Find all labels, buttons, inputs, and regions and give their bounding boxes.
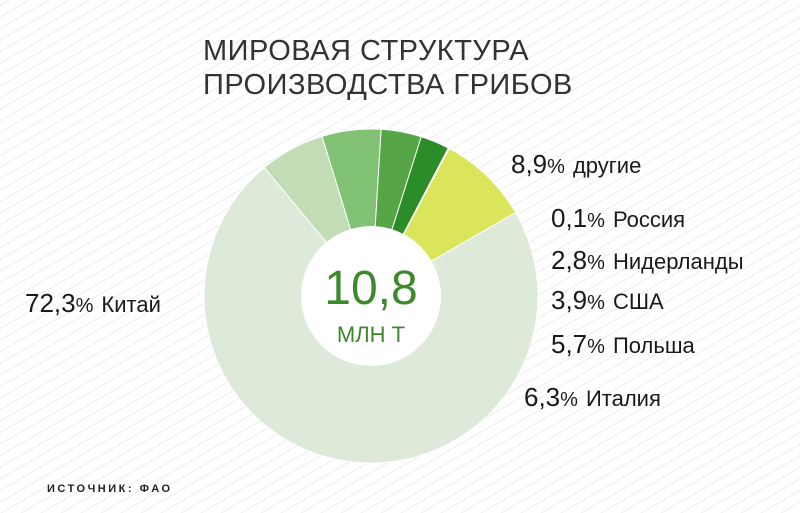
percent-sign: % <box>587 210 605 232</box>
donut-hole <box>301 226 441 366</box>
slice-label-другие: 8,9% другие <box>511 149 641 179</box>
slice-name: Китай <box>101 292 160 317</box>
source-note: ИСТОЧНИК: ФАО <box>47 483 173 495</box>
center-total-unit: МЛН Т <box>337 322 405 347</box>
slice-label-сша: 3,9% США <box>551 285 664 315</box>
slice-label-италия: 6,3% Италия <box>524 382 661 412</box>
slice-name: другие <box>573 153 641 178</box>
percent-sign: % <box>547 156 565 178</box>
center-total-value: 10,8 <box>324 262 417 315</box>
slice-value: 6,3 <box>524 382 560 412</box>
slice-label-польша: 5,7% Польша <box>551 329 695 359</box>
percent-sign: % <box>76 295 94 317</box>
slice-name: Польша <box>613 333 696 358</box>
slice-label-китай: 72,3% Китай <box>25 288 161 318</box>
slice-value: 2,8 <box>551 245 587 275</box>
slice-value: 3,9 <box>551 285 587 315</box>
slice-labels: 72,3% Китай 6,3% Италия 5,7% Польша 3,9% США 2,8… <box>25 149 744 412</box>
slice-value: 5,7 <box>551 329 587 359</box>
slice-name: США <box>613 289 664 314</box>
percent-sign: % <box>560 389 578 411</box>
chart-title-line-1: МИРОВАЯ СТРУКТУРА <box>203 35 530 67</box>
chart-title-line-2: ПРОИЗВОДСТВА ГРИБОВ <box>203 69 573 101</box>
slice-label-нидерланды: 2,8% Нидерланды <box>551 245 744 275</box>
percent-sign: % <box>587 252 605 274</box>
slice-value: 72,3 <box>25 288 76 318</box>
slice-value: 8,9 <box>511 149 547 179</box>
slice-name: Россия <box>613 207 685 232</box>
chart-title: МИРОВАЯ СТРУКТУРА ПРОИЗВОДСТВА ГРИБОВ <box>203 34 623 102</box>
slice-name: Нидерланды <box>613 249 744 274</box>
slice-value: 0,1 <box>551 203 587 233</box>
percent-sign: % <box>587 336 605 358</box>
slice-name: Италия <box>586 386 661 411</box>
percent-sign: % <box>587 292 605 314</box>
slice-label-россия: 0,1% Россия <box>551 203 685 233</box>
